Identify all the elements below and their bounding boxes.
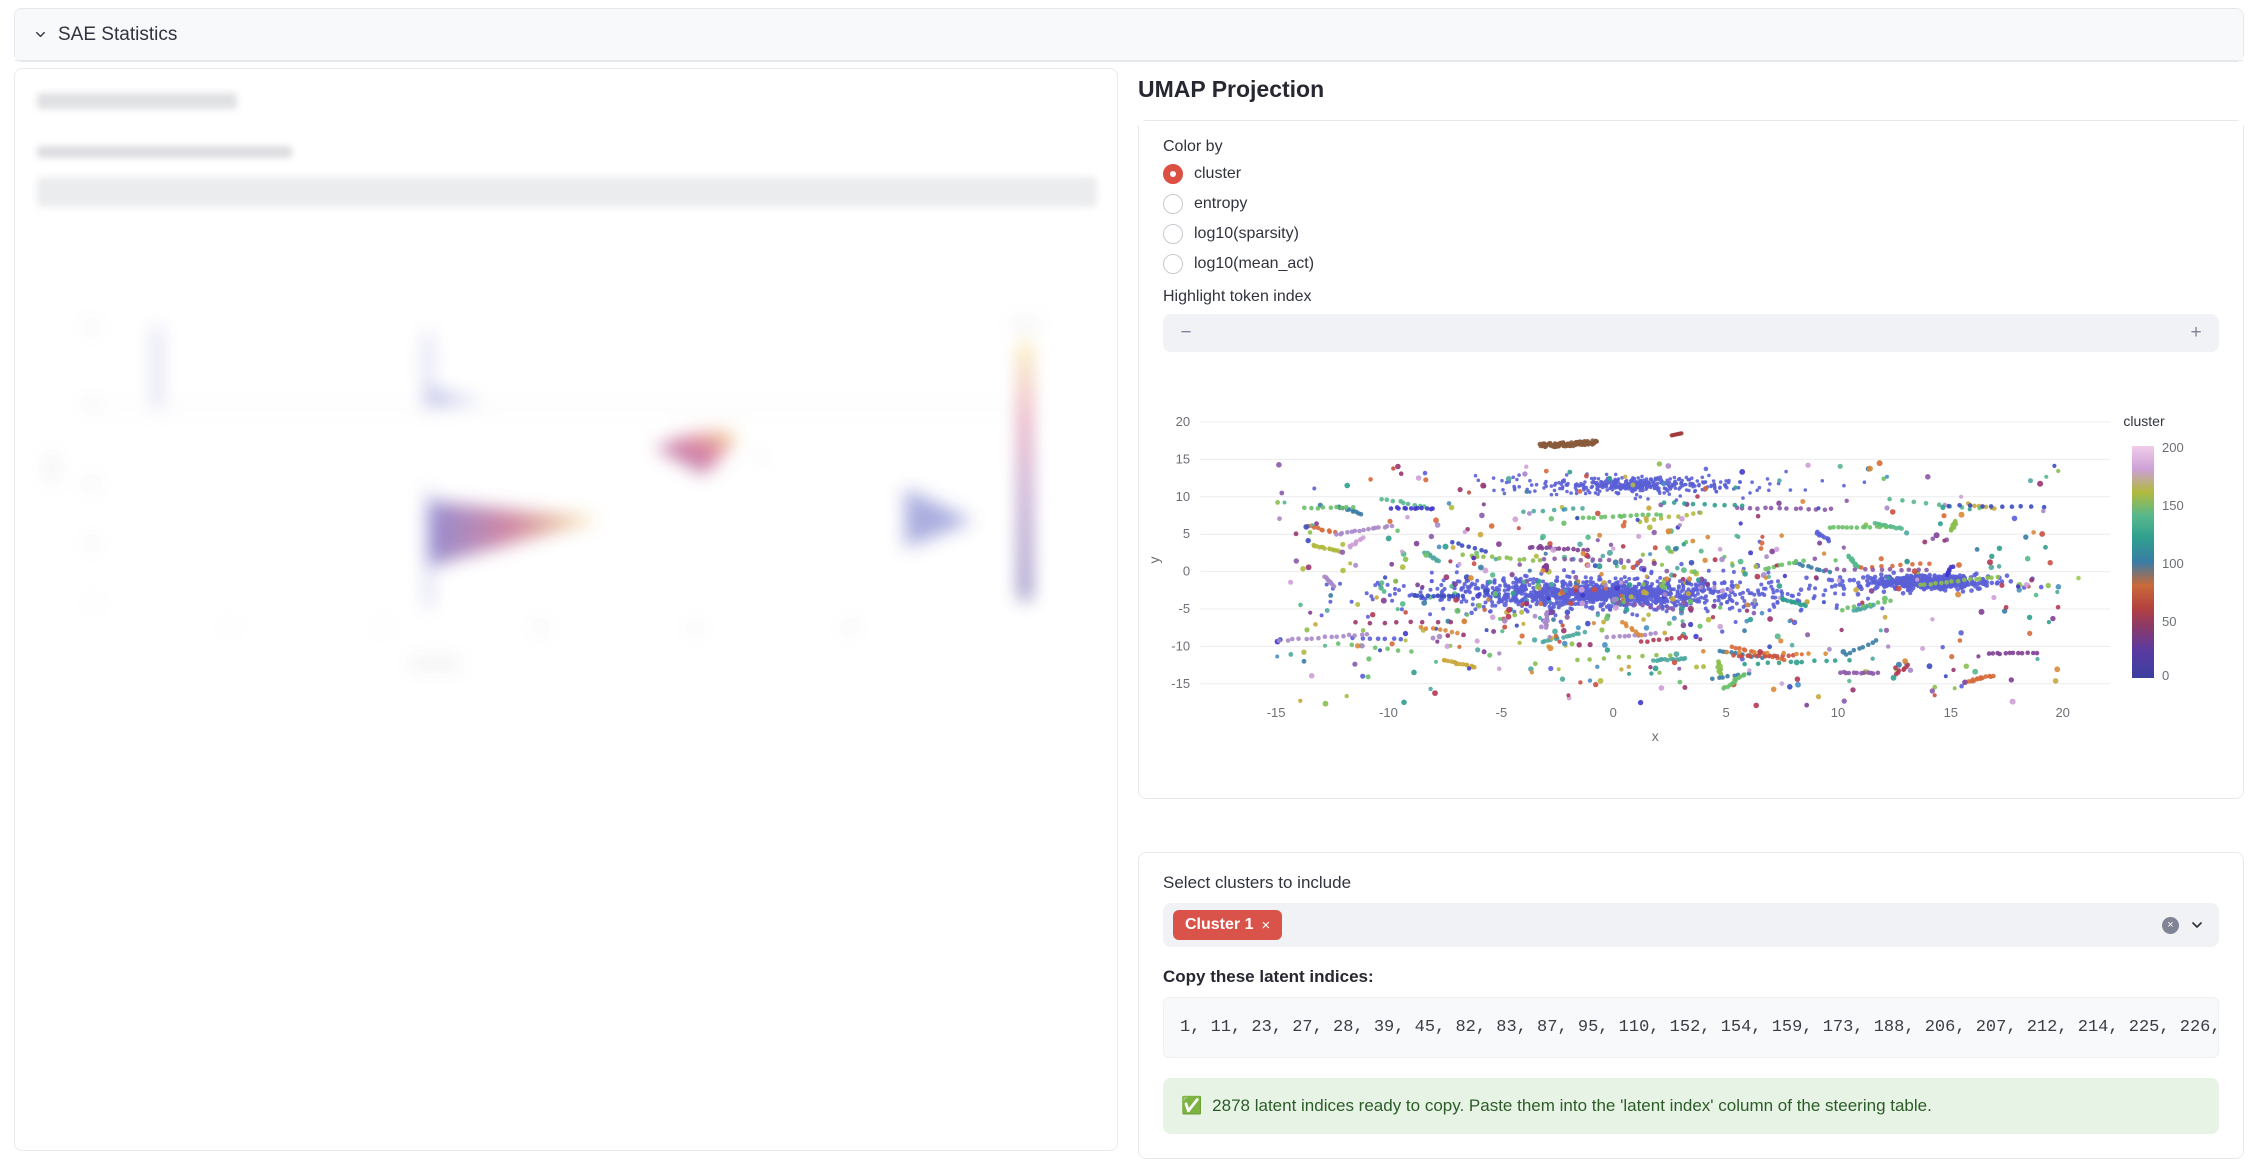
svg-text:100: 100 — [2162, 556, 2184, 571]
svg-text:10: 10 — [534, 622, 546, 634]
svg-text:50: 50 — [2162, 614, 2176, 629]
svg-text:15: 15 — [1944, 705, 1958, 720]
svg-text:-10: -10 — [1171, 638, 1190, 653]
svg-text:10: 10 — [1831, 705, 1845, 720]
svg-text:0: 0 — [1183, 564, 1190, 579]
svg-text:0: 0 — [227, 622, 233, 634]
svg-text:5: 5 — [1722, 705, 1729, 720]
svg-text:15: 15 — [1176, 451, 1190, 466]
svg-text:activation: activation — [410, 656, 461, 670]
svg-text:5: 5 — [382, 622, 388, 634]
svg-text:-5: -5 — [1179, 601, 1191, 616]
svg-text:cluster: cluster — [2123, 413, 2165, 429]
svg-text:30: 30 — [85, 400, 97, 412]
svg-text:x: x — [1652, 728, 1659, 744]
svg-text:count: count — [44, 454, 58, 484]
svg-text:20: 20 — [844, 622, 856, 634]
svg-text:-10: -10 — [1379, 705, 1398, 720]
svg-text:-15: -15 — [1267, 705, 1286, 720]
svg-text:-15: -15 — [1171, 676, 1190, 691]
svg-text:0: 0 — [2162, 668, 2169, 683]
svg-text:20: 20 — [2055, 705, 2069, 720]
svg-text:15: 15 — [689, 622, 701, 634]
svg-text:10: 10 — [1176, 489, 1190, 504]
svg-text:count: count — [1012, 318, 1039, 330]
svg-text:200: 200 — [2162, 440, 2184, 455]
svg-text:10: 10 — [85, 538, 97, 550]
svg-text:150: 150 — [2162, 498, 2184, 513]
svg-text:20: 20 — [1176, 414, 1190, 429]
svg-text:-5: -5 — [1496, 705, 1508, 720]
svg-text:y: y — [1146, 557, 1162, 564]
svg-text:5: 5 — [1183, 526, 1190, 541]
svg-text:0: 0 — [1610, 705, 1617, 720]
svg-text:20: 20 — [85, 478, 97, 490]
svg-text:40: 40 — [85, 322, 97, 334]
svg-text:0: 0 — [91, 598, 97, 610]
